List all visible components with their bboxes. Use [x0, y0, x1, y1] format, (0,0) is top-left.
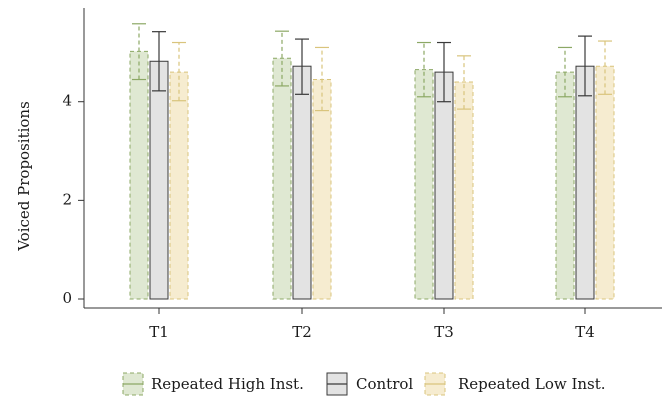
error-bar — [437, 41, 451, 103]
legend-item: Repeated Low Inst. — [424, 372, 606, 396]
y-axis-title: Voiced Propositions — [15, 101, 33, 252]
bar-control-t1 — [149, 60, 169, 300]
y-tick-label: 0 — [62, 289, 72, 307]
bar-control-t3 — [434, 71, 454, 300]
legend: Repeated High Inst. Control Repeated Low I… — [122, 372, 606, 396]
bar-repeated-high-inst--t3 — [414, 69, 434, 300]
x-tick-label: T1 — [149, 323, 169, 341]
bar-control-t4 — [575, 65, 595, 300]
bar-repeated-high-inst--t4 — [555, 71, 575, 300]
bar-control-t2 — [292, 65, 312, 300]
error-bars-layer — [132, 23, 612, 112]
x-tick-label: T3 — [434, 323, 454, 341]
bar-repeated-low-inst--t2 — [312, 79, 332, 300]
error-bar — [275, 30, 289, 87]
y-tick-label: 4 — [62, 92, 72, 110]
legend-label: Repeated Low Inst. — [458, 375, 606, 393]
x-tick-label: T4 — [575, 323, 595, 341]
y-tick-label: 2 — [62, 190, 72, 208]
error-bar — [295, 38, 309, 95]
bar-repeated-low-inst--t3 — [454, 81, 474, 300]
bar-repeated-high-inst--t2 — [272, 57, 292, 300]
error-bar — [172, 41, 186, 102]
bar-repeated-high-inst--t1 — [129, 50, 149, 300]
error-bar — [457, 55, 471, 110]
legend-item: Control — [326, 372, 413, 396]
bar-repeated-low-inst--t1 — [169, 71, 189, 300]
axes — [83, 8, 662, 309]
error-bar — [417, 41, 431, 98]
x-tick-label: T2 — [292, 323, 312, 341]
legend-label: Control — [356, 375, 413, 393]
bar-repeated-low-inst--t4 — [595, 65, 615, 300]
error-bar — [598, 40, 612, 95]
bars-layer — [129, 50, 615, 300]
y-ticks: 0 2 4 — [62, 92, 84, 307]
legend-label: Repeated High Inst. — [151, 375, 304, 393]
x-ticks: T1 T2 T3 T4 — [149, 308, 595, 341]
error-bar — [578, 35, 592, 97]
legend-item: Repeated High Inst. — [122, 372, 304, 396]
error-bar — [132, 23, 146, 81]
error-bar — [558, 46, 572, 98]
error-bar — [315, 46, 329, 112]
error-bar — [152, 31, 166, 92]
